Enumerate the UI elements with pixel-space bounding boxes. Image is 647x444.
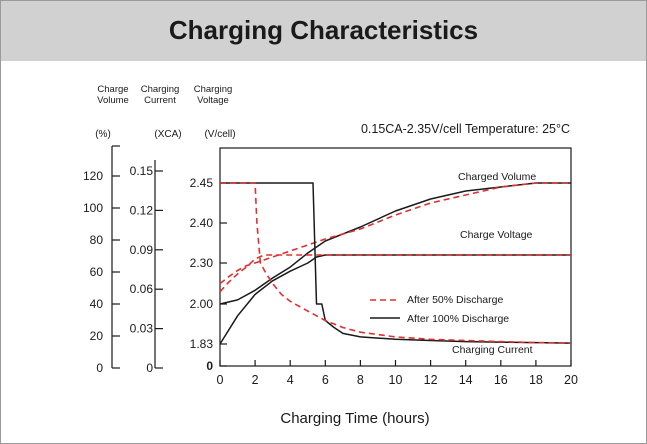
tick-label-x: 2 bbox=[252, 373, 259, 387]
title-bar: Charging Characteristics bbox=[1, 1, 646, 61]
tick-label-volume: 80 bbox=[90, 233, 104, 247]
tick-label-x: 14 bbox=[459, 373, 473, 387]
tick-label-voltage: 2.30 bbox=[190, 256, 214, 270]
tick-label-current: 0.03 bbox=[130, 322, 154, 336]
legend-label-after-50: After 50% Discharge bbox=[407, 294, 503, 306]
annotation-charging-current: Charging Current bbox=[452, 344, 533, 356]
series-charged-volume-after-50 bbox=[219, 182, 571, 285]
tick-label-voltage: 1.83 bbox=[190, 337, 214, 351]
axis-header-current: Current bbox=[144, 95, 176, 106]
tick-label-voltage: 2.00 bbox=[190, 297, 214, 311]
tick-label-x: 20 bbox=[564, 373, 578, 387]
series-charging-current-after-50 bbox=[220, 182, 572, 344]
tick-label-volume: 120 bbox=[83, 169, 103, 183]
axis-header-voltage: Charging bbox=[194, 84, 233, 95]
axis-header-current: Charging bbox=[141, 84, 180, 95]
axis-header-voltage: Voltage bbox=[197, 95, 229, 106]
series-charge-voltage-after-50 bbox=[219, 254, 571, 293]
annotation-charged-volume: Charged Volume bbox=[458, 171, 536, 183]
tick-label-x: 16 bbox=[494, 373, 508, 387]
legend-label-after-100: After 100% Discharge bbox=[407, 313, 509, 325]
tick-label-volume: 40 bbox=[90, 297, 104, 311]
series-charging-current-after-100 bbox=[220, 182, 572, 344]
test-condition: 0.15CA-2.35V/cell Temperature: 25°C bbox=[361, 122, 570, 136]
tick-label-x: 10 bbox=[389, 373, 403, 387]
axis-header-volume: Charge bbox=[97, 84, 128, 95]
tick-label-voltage: 2.45 bbox=[190, 176, 214, 190]
axis-unit-volume: (%) bbox=[95, 129, 111, 140]
tick-label-x: 18 bbox=[529, 373, 543, 387]
annotation-charge-voltage: Charge Voltage bbox=[460, 229, 533, 241]
tick-label-x: 8 bbox=[357, 373, 364, 387]
x-axis-title: Charging Time (hours) bbox=[280, 410, 429, 427]
tick-label-voltage: 2.40 bbox=[190, 216, 214, 230]
tick-label-current: 0.09 bbox=[130, 243, 154, 257]
tick-label-volume: 60 bbox=[90, 265, 104, 279]
tick-label-x: 6 bbox=[322, 373, 329, 387]
tick-label-volume: 100 bbox=[83, 201, 103, 215]
axis-unit-current: (XCA) bbox=[154, 129, 181, 140]
tick-label-volume: 20 bbox=[90, 329, 104, 343]
tick-label-current: 0.15 bbox=[130, 164, 154, 178]
tick-label-current: 0 bbox=[146, 361, 153, 375]
tick-label-current: 0.06 bbox=[130, 282, 154, 296]
tick-label-voltage: 0 bbox=[206, 359, 213, 373]
series-charged-volume-after-100 bbox=[219, 182, 571, 305]
tick-label-x: 0 bbox=[217, 373, 224, 387]
tick-label-x: 12 bbox=[424, 373, 438, 387]
tick-label-volume: 0 bbox=[96, 361, 103, 375]
tick-label-x: 4 bbox=[287, 373, 294, 387]
axis-unit-voltage: (V/cell) bbox=[204, 129, 235, 140]
page-title: Charging Characteristics bbox=[168, 15, 479, 45]
tick-label-current: 0.12 bbox=[130, 203, 154, 217]
axis-header-volume: Volume bbox=[97, 95, 129, 106]
